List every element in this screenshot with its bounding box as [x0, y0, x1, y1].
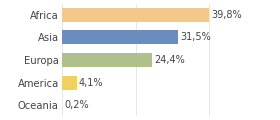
Bar: [62, 76, 77, 90]
Text: 4,1%: 4,1%: [79, 78, 104, 88]
Text: 39,8%: 39,8%: [211, 10, 242, 20]
Bar: [62, 30, 178, 44]
Text: 24,4%: 24,4%: [154, 55, 185, 65]
Text: 31,5%: 31,5%: [180, 32, 211, 42]
Bar: [62, 8, 209, 22]
Text: 0,2%: 0,2%: [65, 100, 89, 110]
Bar: [62, 53, 152, 67]
